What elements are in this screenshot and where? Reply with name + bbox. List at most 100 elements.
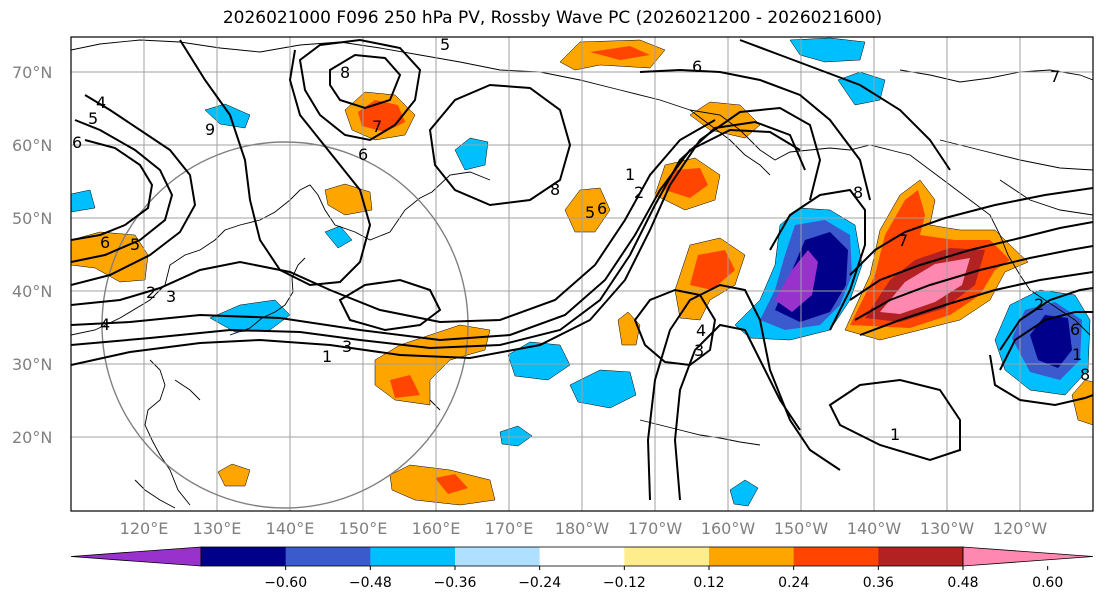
contour-line bbox=[859, 271, 1093, 336]
contour-label: 2 bbox=[634, 183, 644, 202]
negative-anomaly-patch bbox=[507, 341, 571, 381]
contour-label: 1 bbox=[625, 165, 635, 184]
positive-anomaly-patch bbox=[590, 46, 650, 60]
negative-anomaly-patch bbox=[789, 37, 866, 63]
graticule bbox=[71, 37, 1093, 511]
lat-label: 30°N bbox=[12, 355, 52, 374]
contour-label: 5 bbox=[88, 109, 98, 128]
lon-label: 170°E bbox=[485, 519, 534, 538]
contour-line bbox=[179, 39, 372, 287]
contour-line bbox=[71, 120, 806, 350]
lon-label: 180°W bbox=[555, 519, 610, 538]
colorbar-tick-label: −0.48 bbox=[349, 575, 392, 591]
radius-circle bbox=[101, 141, 469, 509]
contour-label: 1 bbox=[1072, 345, 1082, 364]
lon-label: 170°W bbox=[628, 519, 683, 538]
contour-label: 8 bbox=[340, 63, 350, 82]
contour-line bbox=[71, 119, 716, 324]
lon-label: 150°E bbox=[339, 519, 388, 538]
coastline bbox=[429, 399, 761, 446]
map-border bbox=[70, 36, 1094, 512]
colorbar-swatch bbox=[201, 547, 287, 566]
coastline bbox=[229, 257, 306, 336]
contour-line bbox=[71, 94, 197, 286]
negative-anomaly-patch bbox=[775, 250, 818, 312]
negative-anomaly-patch bbox=[454, 137, 489, 171]
contour-line bbox=[673, 323, 801, 501]
lon-label: 130°E bbox=[193, 519, 242, 538]
colorbar-tick-label: 0.24 bbox=[778, 575, 809, 591]
lon-label-group: 120°E 130°E 140°E 150°E 160°E 170°E 180°… bbox=[120, 519, 1048, 538]
negative-anomaly-patch bbox=[1030, 315, 1072, 368]
contour-line bbox=[633, 288, 717, 367]
colorbar-border bbox=[200, 546, 964, 567]
contour-line bbox=[71, 128, 801, 342]
positive-anomaly-patch bbox=[564, 187, 611, 233]
contour-label: 6 bbox=[1070, 320, 1080, 339]
colorbar-swatch bbox=[285, 547, 371, 566]
positive-anomaly-patch bbox=[217, 463, 251, 487]
colorbar-swatch bbox=[709, 547, 795, 566]
colorbar-tick-label: −0.60 bbox=[264, 575, 307, 591]
negative-anomaly-patch bbox=[71, 189, 96, 213]
contour-line bbox=[71, 106, 822, 366]
colorbar-tick-label: −0.36 bbox=[434, 575, 477, 591]
coastline bbox=[899, 69, 1093, 83]
contour-line bbox=[828, 378, 961, 462]
contour-line bbox=[989, 354, 1093, 407]
coastline bbox=[689, 109, 1091, 336]
negative-anomaly-patch bbox=[499, 425, 533, 447]
map-layer: 5 8 6 7 4 5 6 9 8 5 6 8 6 6 7 2 4 1 3 4 … bbox=[71, 35, 1093, 511]
contour-line bbox=[338, 278, 442, 332]
contour-label: 5 bbox=[130, 235, 140, 254]
positive-anomaly-patch bbox=[390, 375, 420, 398]
coastline bbox=[689, 109, 771, 176]
contour-line bbox=[428, 83, 572, 207]
lon-label: 130°W bbox=[920, 519, 975, 538]
colorbar-swatch bbox=[455, 547, 541, 566]
contour-label: 6 bbox=[72, 133, 82, 152]
contour-label: 1 bbox=[322, 347, 332, 366]
contour-label: 2 bbox=[1034, 295, 1044, 314]
contour-label: 4 bbox=[96, 93, 106, 112]
lat-label-group: 70°N 60°N 50°N 40°N 30°N 20°N bbox=[12, 63, 52, 447]
lon-label: 140°W bbox=[847, 519, 902, 538]
positive-anomaly-patch bbox=[358, 100, 405, 132]
lon-label: 160°W bbox=[701, 519, 756, 538]
contour-line bbox=[71, 119, 174, 263]
contour-label: 5 bbox=[440, 35, 450, 54]
lat-label: 70°N bbox=[12, 63, 52, 82]
contour-label: 9 bbox=[205, 120, 215, 139]
contour-line bbox=[849, 187, 1093, 276]
colorbar-extend-max bbox=[962, 546, 1094, 567]
colorbar-tick-label: 0.12 bbox=[693, 575, 724, 591]
lon-label: 120°W bbox=[993, 519, 1048, 538]
positive-anomaly-patch bbox=[435, 474, 468, 494]
contour-label: 2 bbox=[146, 283, 156, 302]
negative-anomaly-patch bbox=[569, 369, 637, 409]
contour-line bbox=[739, 39, 951, 171]
positive-anomaly-patch bbox=[1071, 379, 1093, 426]
contour-line bbox=[849, 221, 1093, 301]
contour-line bbox=[854, 245, 1093, 321]
contour-label-group: 5 8 6 7 4 5 6 9 8 5 6 8 6 6 7 2 4 1 3 4 … bbox=[72, 35, 1090, 444]
contour-line bbox=[769, 188, 866, 331]
contour-label: 3 bbox=[166, 287, 176, 306]
contour-label: 1 bbox=[890, 425, 900, 444]
contour-label: 4 bbox=[100, 315, 110, 334]
coastline bbox=[134, 379, 201, 509]
colorbar-extend-min bbox=[70, 546, 202, 567]
coastline bbox=[71, 171, 491, 336]
map-title: 2026021000 F096 250 hPa PV, Rossby Wave … bbox=[222, 8, 883, 28]
negative-anomaly-patch bbox=[324, 225, 353, 249]
lat-label: 60°N bbox=[12, 136, 52, 155]
colorbar-tick-label: −0.24 bbox=[518, 575, 561, 591]
contour-label: 5 bbox=[585, 203, 595, 222]
colorbar-swatch bbox=[878, 547, 964, 566]
colorbar-tick-label: 0.36 bbox=[863, 575, 894, 591]
lon-label: 120°E bbox=[120, 519, 169, 538]
contour-label: 6 bbox=[358, 145, 368, 164]
contour-line bbox=[298, 38, 422, 142]
contour-line bbox=[639, 68, 871, 201]
